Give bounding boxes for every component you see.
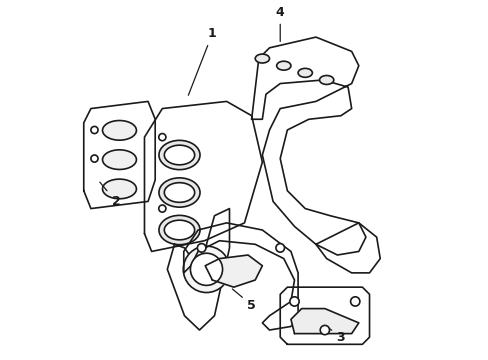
- Text: 1: 1: [188, 27, 216, 95]
- Ellipse shape: [190, 253, 222, 285]
- Ellipse shape: [159, 178, 200, 207]
- Polygon shape: [251, 37, 365, 255]
- Circle shape: [91, 155, 98, 162]
- Ellipse shape: [102, 179, 136, 199]
- Ellipse shape: [159, 215, 200, 245]
- Text: 3: 3: [328, 328, 345, 344]
- Polygon shape: [290, 309, 358, 334]
- Ellipse shape: [276, 61, 290, 70]
- Ellipse shape: [183, 246, 229, 293]
- Circle shape: [159, 205, 165, 212]
- Circle shape: [289, 297, 299, 306]
- Circle shape: [197, 244, 205, 252]
- Polygon shape: [167, 208, 229, 330]
- Ellipse shape: [319, 76, 333, 85]
- Circle shape: [275, 244, 284, 252]
- Ellipse shape: [164, 145, 194, 165]
- Polygon shape: [183, 223, 298, 330]
- Ellipse shape: [164, 183, 194, 202]
- Circle shape: [159, 134, 165, 141]
- Ellipse shape: [255, 54, 269, 63]
- Text: 4: 4: [275, 6, 284, 41]
- Polygon shape: [205, 255, 262, 287]
- Circle shape: [91, 126, 98, 134]
- Text: 2: 2: [100, 182, 120, 208]
- Text: 5: 5: [232, 289, 256, 312]
- Circle shape: [320, 325, 329, 335]
- Ellipse shape: [102, 121, 136, 140]
- Ellipse shape: [164, 220, 194, 240]
- Polygon shape: [83, 102, 155, 208]
- Polygon shape: [144, 102, 262, 251]
- Ellipse shape: [102, 150, 136, 170]
- Ellipse shape: [298, 68, 312, 77]
- Polygon shape: [315, 223, 380, 273]
- Ellipse shape: [159, 140, 200, 170]
- Circle shape: [350, 297, 359, 306]
- Polygon shape: [280, 287, 369, 344]
